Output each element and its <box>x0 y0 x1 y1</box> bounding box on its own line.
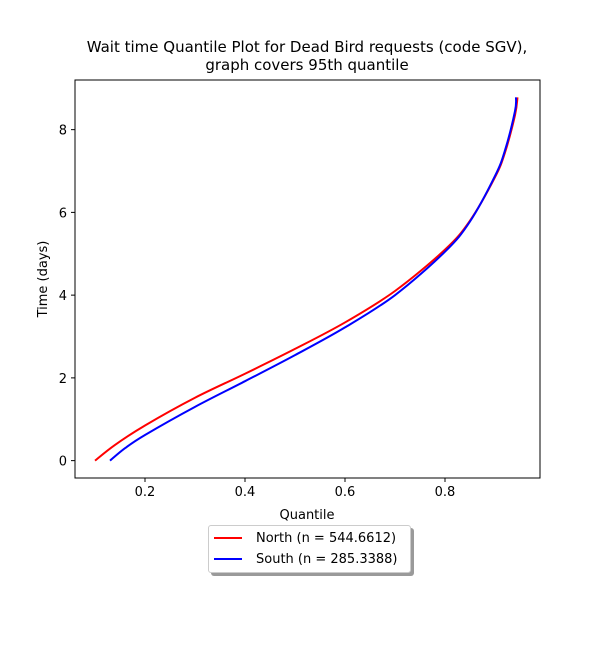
plot-frame <box>74 79 541 479</box>
x-axis-label: Quantile <box>280 508 335 523</box>
chart-title-line-2: graph covers 95th quantile <box>205 56 408 74</box>
legend: North (n = 544.6612) South (n = 285.3388… <box>208 525 411 573</box>
x-tick-label: 0.8 <box>435 485 456 500</box>
y-tick-label: 8 <box>59 124 67 139</box>
legend-label-south: South (n = 285.3388) <box>256 551 398 567</box>
series-line-north <box>94 97 519 462</box>
legend-item-south: South (n = 285.3388) <box>209 549 397 569</box>
y-tick-label: 2 <box>59 372 67 387</box>
series-line-south <box>109 97 518 462</box>
legend-swatch-north <box>214 537 242 539</box>
y-tick-label: 0 <box>59 455 67 470</box>
y-tick-label: 6 <box>59 206 67 221</box>
y-axis-label: Time (days) <box>36 241 51 319</box>
x-tick-label: 0.2 <box>135 485 156 500</box>
legend-label-north: North (n = 544.6612) <box>256 530 397 546</box>
legend-swatch-south <box>214 558 242 560</box>
y-tick-label: 4 <box>59 289 67 304</box>
chart-title-line-1: Wait time Quantile Plot for Dead Bird re… <box>87 38 528 56</box>
legend-item-north: North (n = 544.6612) <box>209 528 396 548</box>
x-tick-label: 0.6 <box>335 485 356 500</box>
x-tick-label: 0.4 <box>235 485 256 500</box>
